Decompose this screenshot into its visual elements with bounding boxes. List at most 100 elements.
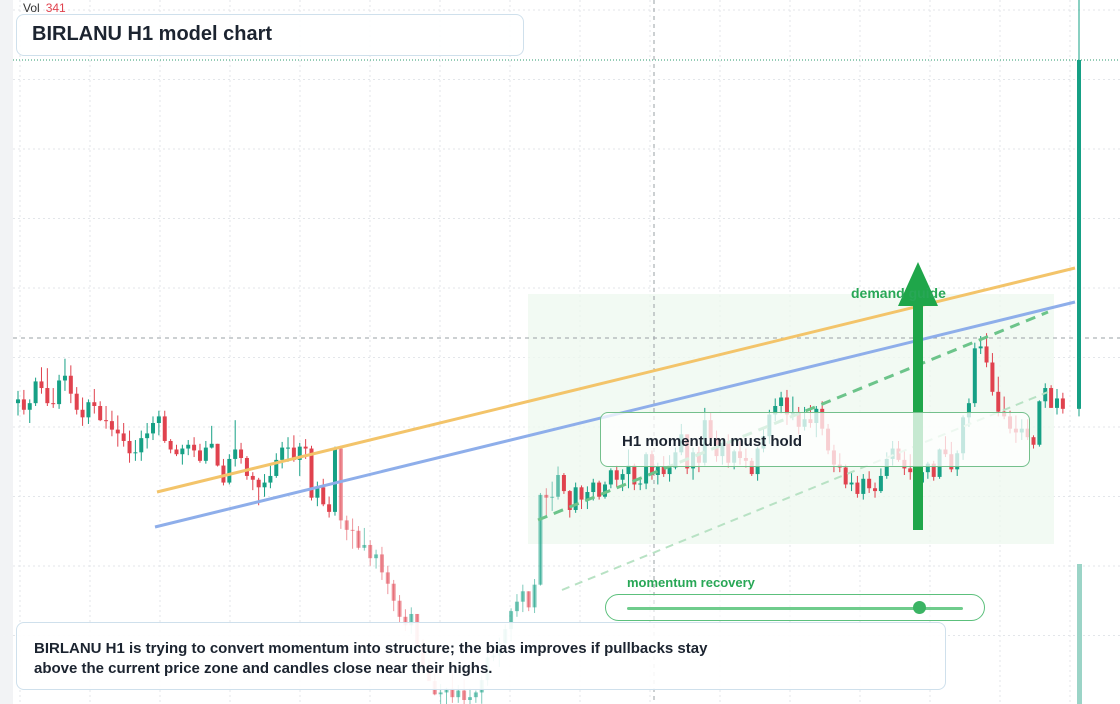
candle [579,487,584,500]
candle [145,433,150,439]
candle [244,457,249,476]
candle [16,399,20,404]
candle [603,484,607,497]
candle [385,572,390,584]
volume-bar [1077,564,1082,704]
candle [321,487,326,505]
candle [315,487,320,498]
candle [1043,388,1048,402]
candle [585,492,590,500]
candle [239,449,244,458]
candle [620,474,625,480]
candle [878,475,883,492]
candle [1049,388,1054,408]
candle [843,467,848,485]
candle [632,465,637,485]
analysis-note-text: BIRLANU H1 is trying to convert momentum… [34,640,708,677]
candle [667,467,672,475]
candle [51,403,56,405]
candle [996,391,1001,412]
candle [162,416,167,441]
candle [256,479,261,488]
candle [550,496,555,498]
candle [526,591,531,608]
slider-knob[interactable] [913,601,927,614]
candle [972,348,977,404]
candle [908,468,913,473]
volume-readout: Vol 341 [23,1,66,15]
candle [538,494,543,585]
candle [779,397,784,406]
candle [127,440,132,454]
candle [397,600,402,617]
candle [861,478,866,494]
candle [532,584,537,608]
candle [356,530,361,548]
candle [192,444,197,451]
candle [338,448,343,521]
candle [391,583,396,601]
candle [286,447,291,449]
candle [1037,401,1042,445]
candle [990,362,995,392]
candle [115,429,120,434]
candle [450,688,455,698]
candle [186,444,191,449]
hold-annotation-box[interactable]: H1 momentum must hold [600,412,1030,467]
candle [62,375,67,381]
candle [567,491,572,510]
slider-track [627,607,963,610]
candle [297,446,302,460]
candle [262,482,267,488]
candle [21,399,26,410]
arrow-head [898,262,938,306]
candle [327,504,332,512]
candle [867,478,872,489]
candle [374,554,379,559]
candle [362,544,367,548]
candle [280,447,285,460]
hold-annotation-text: H1 momentum must hold [622,433,803,450]
candle [27,403,32,410]
candle [655,466,660,476]
candle [33,381,38,404]
candle [608,470,613,485]
candle [597,482,602,497]
candle [332,448,337,512]
momentum-recovery-label: momentum recovery [627,575,755,590]
candle [614,470,619,480]
candle [544,494,549,498]
candle [291,447,296,460]
page-title: BIRLANU H1 model chart [32,23,273,45]
candle [403,616,408,626]
demand-guide-label: demand guide [851,285,946,301]
candle [209,443,214,448]
candle [509,611,514,630]
candle [773,405,778,415]
candle [86,402,91,418]
candle [57,380,62,405]
candle [379,554,384,573]
candle [638,483,643,485]
candle [98,405,103,421]
candle [203,447,208,461]
candle [749,460,754,475]
candle [344,520,349,530]
momentum-recovery-slider[interactable] [605,594,985,621]
candle [121,433,126,441]
candle [784,397,789,415]
candle [350,529,355,531]
candle [227,458,232,483]
candle [661,466,666,475]
candle [966,403,971,418]
candle [467,697,472,700]
candle [104,420,109,422]
candle [215,443,220,466]
candle [156,416,161,424]
title-box: BIRLANU H1 model chart [16,14,524,56]
candle [197,450,202,461]
candle [925,463,930,473]
candle [1060,398,1065,409]
candle [92,402,97,406]
